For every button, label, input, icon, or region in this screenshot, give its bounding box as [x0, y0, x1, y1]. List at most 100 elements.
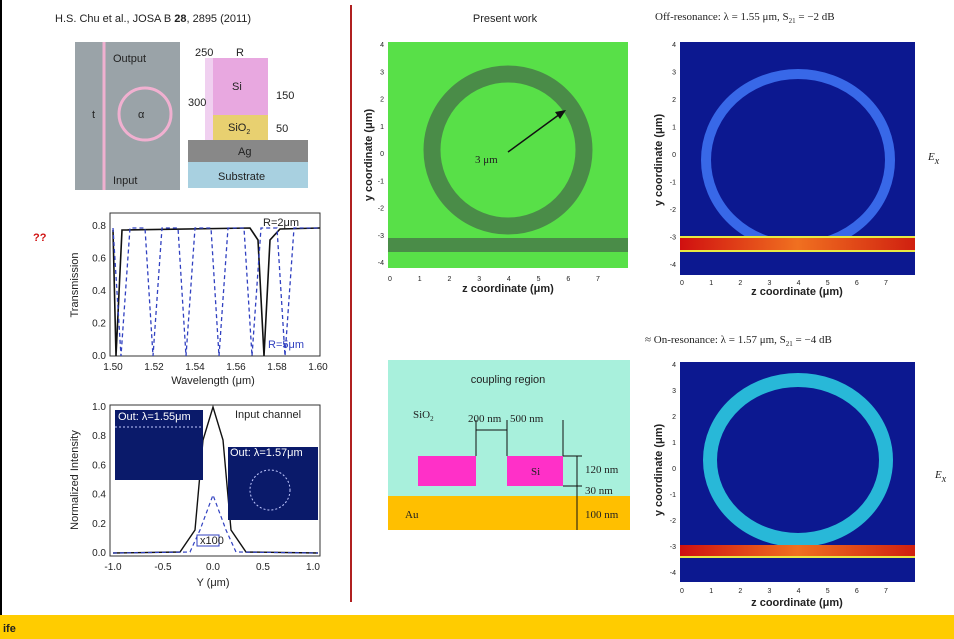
y-label: Transmission	[69, 253, 81, 318]
annotation: x100	[200, 535, 224, 547]
inset-label: Out: λ=1.55μm	[118, 411, 191, 423]
logo: ife	[3, 623, 16, 635]
y-tick-label: 0.8	[92, 221, 106, 232]
label: Si	[232, 81, 242, 93]
y-tick-label: 0.0	[92, 351, 106, 362]
y-tick-label: -2	[378, 206, 384, 213]
x-tick-label: 0	[388, 276, 392, 283]
label: Au	[405, 509, 419, 521]
x-tick-label: 2	[738, 280, 742, 287]
y-tick-label: 0.6	[92, 254, 106, 265]
caption: Off-resonance: λ = 1.55 μm, S21 = −2 dB	[655, 11, 835, 25]
x-tick-label: 3	[767, 588, 771, 595]
label: Output	[113, 53, 146, 65]
x-tick-label: 7	[884, 588, 888, 595]
y-tick-label: 0.8	[92, 431, 106, 442]
x-tick-label: 1	[709, 588, 713, 595]
label: 30 nm	[585, 485, 613, 497]
y-tick-label: -3	[378, 233, 384, 240]
caption: ≈ On-resonance: λ = 1.57 μm, S21 = −4 dB	[645, 334, 832, 348]
label: Si	[531, 466, 540, 478]
label: 300	[188, 97, 206, 109]
x-tick-label: 7	[596, 276, 600, 283]
y-tick-label: 2	[380, 97, 384, 104]
y-tick-label: 3	[672, 70, 676, 77]
label: R	[236, 47, 244, 59]
label: α	[138, 109, 145, 121]
y-tick-label: 0.0	[92, 548, 106, 559]
x-tick-label: 5	[826, 280, 830, 287]
x-tick-label: 1.50	[103, 362, 123, 373]
x-tick-label: 1.58	[267, 362, 287, 373]
field-map: z coordinate (μm) y coordinate (μm)	[653, 362, 915, 609]
x-label: z coordinate (μm)	[751, 597, 843, 609]
y-tick-label: -1	[670, 180, 676, 187]
x-tick-label: -0.5	[154, 562, 172, 573]
x-label: z coordinate (μm)	[751, 286, 843, 298]
y-label: y coordinate (μm)	[653, 424, 665, 517]
y-tick-label: 3	[672, 388, 676, 395]
x-tick-label: 1.52	[144, 362, 164, 373]
y-tick-label: 4	[672, 42, 676, 49]
x-tick-label: 7	[884, 280, 888, 287]
label: 100 nm	[585, 509, 619, 521]
x-tick-label: 2	[738, 588, 742, 595]
y-tick-label: -4	[378, 260, 384, 267]
y-tick-label: 2	[672, 414, 676, 421]
y-tick-label: 0.2	[92, 519, 106, 530]
y-tick-label: 2	[672, 97, 676, 104]
slide: H.S. Chu et al., JOSA B 28, 2895 (2011) …	[0, 0, 954, 639]
y-tick-label: 4	[672, 362, 676, 369]
label: Input	[113, 175, 137, 187]
coupling-diagram: coupling region SiO2 200 nm 500 nm Si 12…	[388, 360, 630, 530]
x-tick-label: 4	[797, 280, 801, 287]
x-tick-label: 4	[797, 588, 801, 595]
y-tick-label: 0.2	[92, 319, 106, 330]
present-work-figure: 3 μm z coordinate (μm) y coordinate (μm)	[363, 42, 628, 295]
annotation: R=5μm	[268, 339, 304, 351]
y-tick-label: 0.6	[92, 460, 106, 471]
label: Substrate	[218, 171, 265, 183]
x-tick-label: 2	[447, 276, 451, 283]
x-tick-label: 5	[826, 588, 830, 595]
x-tick-label: 1	[418, 276, 422, 283]
x-tick-label: 0	[680, 280, 684, 287]
y-tick-label: 0.4	[92, 490, 106, 501]
y-tick-label: -2	[670, 518, 676, 525]
heading: Present work	[473, 13, 538, 25]
field-label: Ex	[927, 151, 940, 167]
footer-bar	[0, 615, 954, 639]
y-label: y coordinate (μm)	[363, 109, 375, 202]
annotation: 3 μm	[475, 154, 498, 166]
inset-label: Out: λ=1.57μm	[230, 447, 303, 459]
y-tick-label: 0.4	[92, 286, 106, 297]
x-tick-label: 4	[507, 276, 511, 283]
question-marks: ??	[33, 232, 47, 244]
citation: H.S. Chu et al., JOSA B 28, 2895 (2011)	[55, 13, 251, 25]
annotation: Input channel	[235, 409, 301, 421]
y-tick-label: 3	[380, 69, 384, 76]
y-tick-label: -3	[670, 544, 676, 551]
x-tick-label: 1.0	[306, 562, 320, 573]
y-tick-label: 1	[672, 125, 676, 132]
x-tick-label: 6	[855, 280, 859, 287]
y-tick-label: -3	[670, 235, 676, 242]
y-tick-label: 0	[672, 466, 676, 473]
y-tick-label: 1.0	[92, 402, 106, 413]
y-tick-label: 1	[380, 124, 384, 131]
x-tick-label: 0	[680, 588, 684, 595]
label: 120 nm	[585, 464, 619, 476]
label: 150	[276, 90, 294, 102]
x-tick-label: 1.60	[308, 362, 328, 373]
label: 50	[276, 123, 288, 135]
annotation: R=2μm	[263, 217, 299, 229]
x-tick-label: -1.0	[104, 562, 122, 573]
label: coupling region	[471, 374, 546, 386]
label: Ag	[238, 146, 251, 158]
x-tick-label: 0.0	[206, 562, 220, 573]
x-label: Wavelength (μm)	[171, 375, 255, 387]
x-tick-label: 6	[855, 588, 859, 595]
x-tick-label: 6	[566, 276, 570, 283]
y-tick-label: 4	[380, 42, 384, 49]
x-tick-label: 1.56	[226, 362, 246, 373]
